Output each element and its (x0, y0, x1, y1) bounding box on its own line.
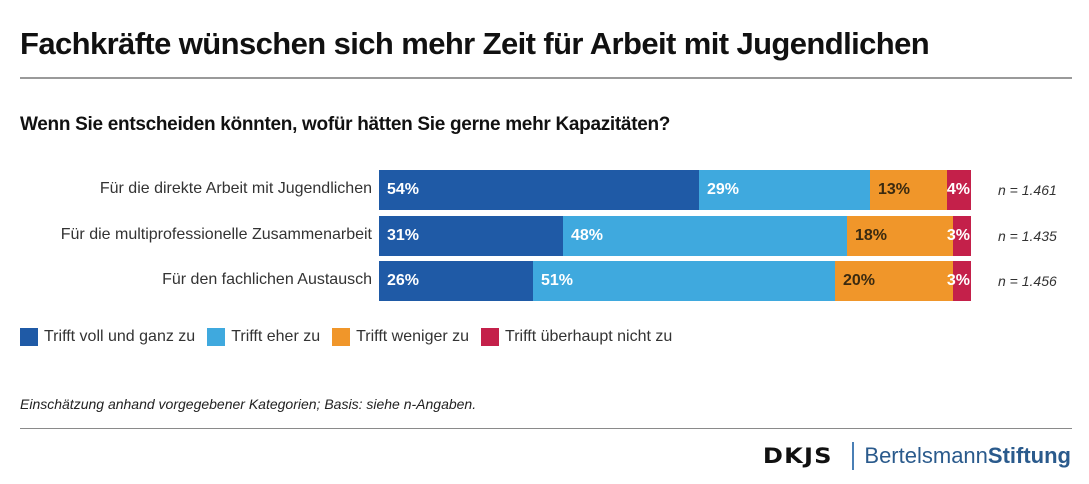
data-label: 18% (855, 227, 888, 244)
bar-segment (947, 170, 971, 210)
legend-item: Trifft weniger zu (332, 328, 469, 346)
bar-segment (835, 261, 953, 301)
data-label: 3% (946, 272, 970, 289)
legend-item: Trifft überhaupt nicht zu (481, 328, 672, 346)
legend-label: Trifft voll und ganz zu (44, 328, 196, 345)
logos: DKJS BertelsmannStiftung (763, 440, 1071, 472)
n-label: n = 1.435 (998, 228, 1057, 244)
legend-item: Trifft eher zu (207, 328, 320, 346)
bar-segment (870, 170, 947, 210)
data-label: 29% (707, 181, 740, 198)
chart-subtitle: Wenn Sie entscheiden könnten, wofür hätt… (20, 114, 671, 135)
bar-segment (699, 170, 870, 210)
bar-segment (847, 216, 953, 256)
data-label: 48% (571, 227, 604, 244)
legend-swatch (332, 328, 351, 346)
chart-title: Fachkräfte wünschen sich mehr Zeit für A… (20, 26, 930, 61)
footer-divider (20, 428, 1072, 429)
data-label: 13% (878, 181, 911, 198)
bertelsmann-stiftung-logo: BertelsmannStiftung (864, 443, 1071, 469)
legend-swatch (20, 328, 38, 346)
bar-segment (953, 216, 971, 256)
legend-item: Trifft voll und ganz zu (20, 328, 195, 346)
n-label: n = 1.456 (998, 273, 1057, 289)
bar-row: 54% 29% 13% 4% (379, 170, 971, 210)
bar-segment (379, 170, 699, 210)
bar-row: 26% 51% 20% 3% (379, 261, 971, 301)
data-label: 51% (541, 272, 574, 289)
bar-segment (533, 261, 835, 301)
legend: Trifft voll und ganz zu Trifft eher zu Tri… (20, 328, 684, 346)
bar-row: 31% 48% 18% 3% (379, 216, 971, 256)
bertelsmann-logo-text: Bertelsmann (864, 443, 988, 468)
data-label: 54% (387, 181, 420, 198)
stiftung-logo-text: Stiftung (987, 443, 1071, 468)
category-label: Für die direkte Arbeit mit Jugendlichen (99, 180, 372, 197)
data-label: 31% (387, 227, 420, 244)
category-label: Für den fachlichen Austausch (162, 271, 372, 288)
data-label: 3% (946, 227, 970, 244)
data-label: 20% (843, 272, 876, 289)
bar-segment (379, 261, 533, 301)
n-label: n = 1.461 (998, 182, 1057, 198)
logo-separator (852, 442, 855, 470)
legend-label: Trifft überhaupt nicht zu (505, 328, 673, 345)
legend-swatch (481, 328, 500, 346)
bar-segment (379, 216, 563, 256)
dkjs-logo: DKJS (762, 444, 833, 468)
legend-label: Trifft eher zu (231, 328, 321, 345)
legend-swatch (207, 328, 226, 346)
footnote: Einschätzung anhand vorgegebener Kategor… (20, 396, 477, 412)
bar-segment (563, 216, 847, 256)
title-divider (20, 77, 1072, 79)
bar-segment (953, 261, 971, 301)
data-label: 26% (387, 272, 420, 289)
category-label: Für die multiprofessionelle Zusammenarbe… (60, 226, 372, 243)
legend-label: Trifft weniger zu (356, 328, 470, 345)
data-label: 4% (946, 181, 970, 198)
